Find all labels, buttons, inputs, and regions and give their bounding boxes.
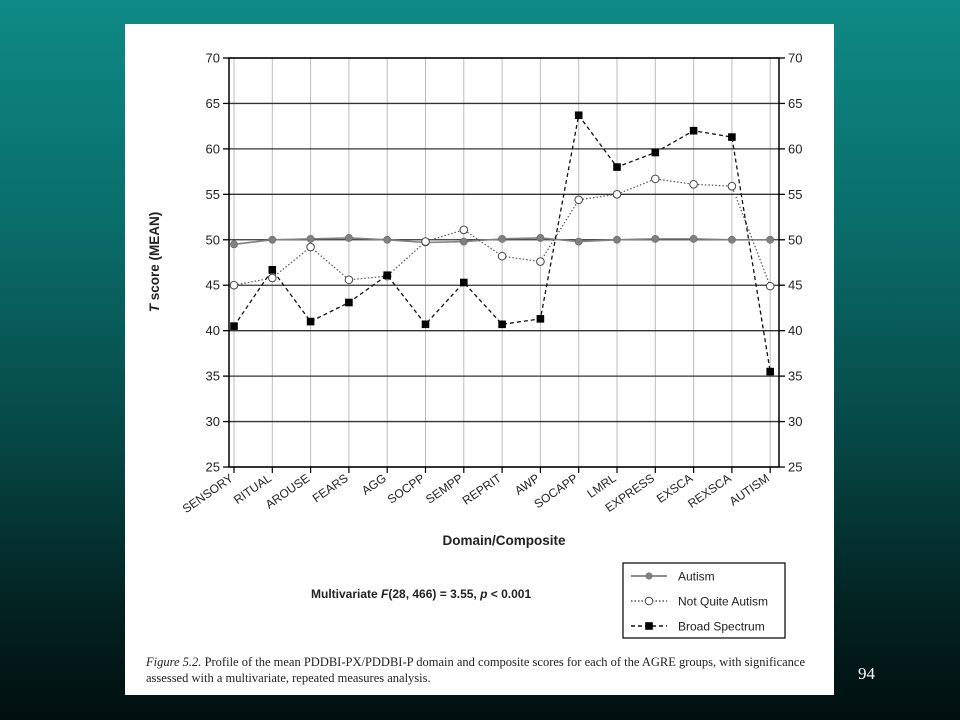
data-point <box>574 111 583 120</box>
x-tick-label: SEMPP <box>423 471 465 507</box>
y-axis-label-italic: T <box>147 302 162 312</box>
data-point <box>306 242 315 252</box>
data-point <box>345 298 353 307</box>
y-tick-label-right: 35 <box>788 369 802 384</box>
data-point <box>498 234 506 243</box>
data-point <box>344 275 354 285</box>
x-tick-label: AGG <box>359 471 389 498</box>
data-point <box>613 163 621 171</box>
data-point <box>728 235 736 244</box>
annotation-part: Multivariate <box>311 587 381 601</box>
data-point <box>689 180 698 189</box>
y-tick-label-left: 50 <box>206 232 220 247</box>
line-chart: 25 25 30 30 35 35 40 40 45 45 50 50 55 55 60 60 65 65 70 70… <box>147 51 802 639</box>
data-point <box>536 234 545 242</box>
data-point <box>728 133 736 141</box>
figure-caption: Figure 5.2. Profile of the mean PDDBI-PX… <box>146 654 826 686</box>
y-tick-label-right: 30 <box>788 414 802 429</box>
data-point <box>727 181 737 191</box>
data-point <box>344 234 353 242</box>
y-tick-label-right: 55 <box>788 187 802 202</box>
y-tick-label-left: 40 <box>206 323 220 338</box>
data-point <box>229 280 239 290</box>
data-point <box>765 281 775 291</box>
annotation-part: (28, 466) = 3.55, <box>388 587 480 601</box>
legend-label: Broad Spectrum <box>678 620 765 634</box>
y-tick-label-right: 40 <box>788 323 802 338</box>
data-point <box>459 237 468 246</box>
legend-label: Autism <box>678 570 715 584</box>
data-point <box>766 367 774 376</box>
data-point <box>459 225 469 235</box>
x-axis-label: Domain/Composite <box>442 533 566 548</box>
data-point <box>460 278 468 287</box>
x-tick-label: FEARS <box>310 471 351 505</box>
page-number: 94 <box>858 664 875 683</box>
y-tick-label-left: 60 <box>206 141 220 156</box>
y-axis-label: T score (MEAN) <box>147 212 162 313</box>
x-tick-label: REXSCA <box>685 471 733 511</box>
data-point <box>306 317 315 326</box>
data-point <box>689 126 698 135</box>
data-point <box>612 190 622 199</box>
data-point <box>651 148 660 157</box>
y-tick-label-left: 65 <box>206 96 220 111</box>
figure-panel: 25 25 30 30 35 35 40 40 45 45 50 50 55 55 60 60 65 65 70 70… <box>125 24 834 695</box>
annotation-part: p <box>479 587 487 601</box>
data-point <box>268 273 277 283</box>
legend-marker <box>645 622 653 630</box>
data-point <box>536 315 545 323</box>
y-tick-label-left: 25 <box>206 460 220 475</box>
data-point <box>613 235 621 244</box>
data-point <box>421 237 430 246</box>
data-point <box>421 320 430 329</box>
x-tick-label: SOCAPP <box>531 471 580 511</box>
x-tick-label: AWP <box>512 471 542 498</box>
caption-text: Profile of the mean PDDBI-PX/PDDBI-P dom… <box>146 655 806 685</box>
y-tick-label-right: 70 <box>788 51 802 66</box>
data-point <box>230 240 238 249</box>
data-point <box>306 234 315 243</box>
annotation-part: < 0.001 <box>487 587 531 601</box>
legend-marker <box>645 572 653 580</box>
data-point <box>383 235 392 244</box>
data-point <box>574 195 584 205</box>
data-point <box>651 234 660 243</box>
y-tick-label-right: 65 <box>788 96 802 111</box>
data-point <box>268 235 277 244</box>
y-tick-label-right: 25 <box>788 460 802 475</box>
data-point <box>689 234 698 243</box>
legend-label: Not Quite Autism <box>678 595 768 609</box>
data-point <box>268 265 277 274</box>
multivariate-annotation: Multivariate F(28, 466) = 3.55, p < 0.00… <box>311 587 531 601</box>
y-axis-label-rest: score (MEAN) <box>147 212 162 304</box>
plot-frame <box>228 57 780 468</box>
x-tick-label: SOCPP <box>385 471 427 507</box>
y-tick-label-right: 50 <box>788 232 802 247</box>
x-tick-label: REPRIT <box>460 471 505 508</box>
y-tick-label-left: 30 <box>206 414 220 429</box>
caption-label: Figure 5.2. <box>146 655 202 669</box>
y-tick-label-left: 70 <box>206 51 220 66</box>
data-point <box>497 251 507 261</box>
y-tick-label-left: 45 <box>206 278 220 293</box>
legend-marker <box>644 596 654 606</box>
x-tick-label: AUTISM <box>727 471 772 508</box>
data-point <box>498 320 506 329</box>
y-tick-label-right: 60 <box>788 141 802 156</box>
series-line <box>233 113 771 372</box>
data-point <box>766 235 775 244</box>
y-tick-label-left: 55 <box>206 187 220 202</box>
data-point <box>536 257 545 266</box>
annotation-part: F <box>381 587 389 601</box>
data-point <box>574 237 583 246</box>
data-point <box>383 271 391 280</box>
data-point <box>651 174 660 184</box>
x-tick-label: SENSORY <box>180 471 236 516</box>
y-tick-label-right: 45 <box>788 278 802 293</box>
y-tick-label-left: 35 <box>206 369 220 384</box>
data-point <box>230 322 238 330</box>
